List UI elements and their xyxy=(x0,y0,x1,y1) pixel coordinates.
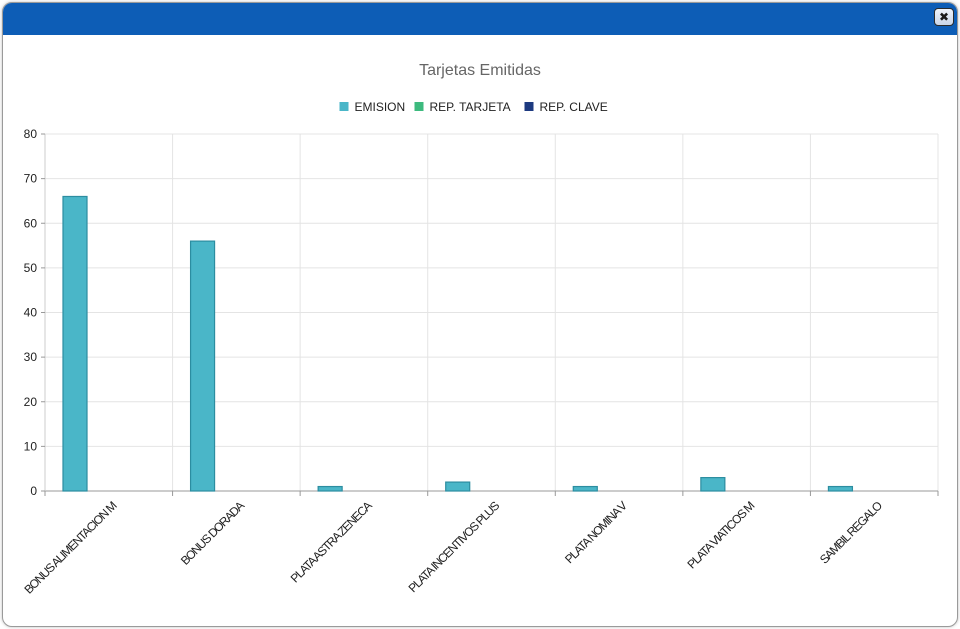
legend-label: REP. TARJETA xyxy=(430,100,511,114)
dialog-titlebar: ✖ xyxy=(3,3,957,35)
x-category-label: SAMBIL REGALO xyxy=(817,499,885,567)
close-button[interactable]: ✖ xyxy=(934,8,954,26)
y-tick-label: 20 xyxy=(24,395,38,409)
legend-swatch xyxy=(414,102,424,111)
bar-emision xyxy=(445,481,471,492)
y-tick-label: 50 xyxy=(24,261,38,275)
y-tick-label: 10 xyxy=(24,439,38,453)
x-axis: BONUS ALIMENTACION M BONUS DORADA PLATA AS… xyxy=(21,491,939,597)
bar-emision xyxy=(189,240,216,492)
x-category-label: PLATA INCENTIVOS PLUS xyxy=(406,498,503,595)
legend-swatch xyxy=(524,102,534,111)
bar-emision xyxy=(317,485,343,492)
chart-grid xyxy=(44,133,939,492)
x-category-label: BONUS ALIMENTACION M xyxy=(21,498,119,596)
chart-title: Tarjetas Emitidas xyxy=(419,62,541,79)
legend-label: EMISION xyxy=(355,100,406,114)
y-tick-label: 30 xyxy=(24,350,38,364)
legend-label: REP. CLAVE xyxy=(540,100,608,114)
y-tick-label: 0 xyxy=(30,484,37,498)
bar-emision xyxy=(700,477,726,492)
x-category-label: PLATA VIATICOS M xyxy=(685,498,758,571)
bar-emision xyxy=(572,485,598,492)
bar-emision xyxy=(827,485,854,492)
x-category-label: PLATA NOMINA V xyxy=(562,498,630,566)
bar-emision xyxy=(62,195,88,492)
y-tick-label: 70 xyxy=(24,172,38,186)
chart-bars xyxy=(62,195,854,492)
x-category-label: PLATA ASTRA ZENECA xyxy=(288,498,375,585)
x-category-label: BONUS DORADA xyxy=(178,498,247,567)
y-tick-label: 40 xyxy=(24,306,38,320)
chart-legend: EMISION REP. TARJETA REP. CLAVE xyxy=(339,100,608,114)
y-tick-label: 60 xyxy=(24,216,38,230)
legend-swatch xyxy=(339,102,349,111)
y-axis: 0 10 20 30 40 50 60 70 80 xyxy=(24,127,45,498)
y-tick-label: 80 xyxy=(24,127,38,141)
close-x-icon: ✖ xyxy=(938,10,950,24)
